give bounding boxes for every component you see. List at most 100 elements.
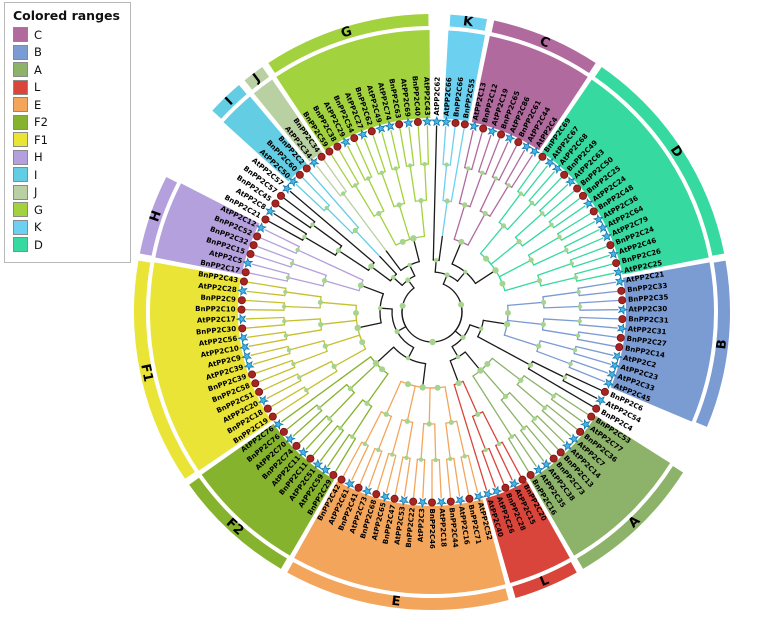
branch-line xyxy=(273,213,307,235)
branch-line xyxy=(573,352,612,365)
support-node-dot xyxy=(353,309,360,316)
branch-line xyxy=(548,197,581,223)
legend-item-D: D xyxy=(13,237,120,252)
blue-star-icon xyxy=(595,395,606,407)
branch-line xyxy=(471,132,483,171)
legend-color-swatch xyxy=(13,114,28,130)
branch-line xyxy=(471,415,487,451)
branch-line xyxy=(420,423,425,461)
red-circle-icon xyxy=(261,215,270,224)
branch-line xyxy=(495,444,513,481)
support-node-dot xyxy=(536,343,542,349)
branch-line xyxy=(527,236,561,256)
blue-star-icon xyxy=(273,418,284,430)
blue-star-icon xyxy=(565,176,576,188)
red-circle-icon xyxy=(518,475,527,484)
branch-line xyxy=(309,171,336,202)
red-circle-icon xyxy=(427,498,436,507)
branch-line xyxy=(578,290,618,297)
support-node-dot xyxy=(302,234,307,240)
branch-line xyxy=(340,356,372,379)
support-node-dot xyxy=(322,343,328,349)
branch-line xyxy=(327,434,350,467)
legend-item-H: H xyxy=(13,149,120,165)
blue-star-icon xyxy=(312,458,324,470)
branch-line xyxy=(514,212,543,238)
red-circle-icon xyxy=(618,315,627,324)
red-circle-icon xyxy=(255,387,264,396)
branch-line xyxy=(562,379,598,399)
blue-star-icon xyxy=(529,146,541,158)
blue-star-icon xyxy=(483,488,494,500)
branch-line xyxy=(412,458,419,498)
branch-line xyxy=(385,454,397,493)
branch-line xyxy=(503,334,540,347)
blue-star-icon xyxy=(236,285,248,297)
support-node-dot xyxy=(504,309,511,316)
branch-line xyxy=(278,205,312,229)
branch-line xyxy=(406,385,416,422)
leaf-label: BnPP2C35 xyxy=(628,293,669,303)
branch-line xyxy=(539,340,576,351)
branch-line xyxy=(268,221,304,241)
red-circle-icon xyxy=(279,427,288,436)
branch-line xyxy=(303,236,337,256)
support-node-dot xyxy=(347,386,353,392)
blue-star-icon xyxy=(375,122,386,134)
branch-line xyxy=(576,272,615,282)
branch-line xyxy=(422,459,426,499)
branch-line xyxy=(379,255,398,275)
ring-arc-K xyxy=(449,14,488,31)
support-node-dot xyxy=(429,338,436,346)
branch-line xyxy=(370,265,392,282)
support-node-dot xyxy=(352,227,358,233)
branch-line xyxy=(520,429,545,462)
support-node-dot xyxy=(577,318,582,324)
branch-line xyxy=(283,305,321,309)
range-wedge-J xyxy=(253,79,323,162)
red-circle-icon xyxy=(460,120,469,129)
branch-line xyxy=(504,279,541,292)
range-wedge-F1 xyxy=(150,262,272,471)
legend-item-L: L xyxy=(13,79,120,95)
red-circle-icon xyxy=(253,232,262,241)
support-node-dot xyxy=(304,387,309,393)
support-node-dot xyxy=(462,202,468,208)
support-node-dot xyxy=(321,277,328,284)
red-circle-icon xyxy=(333,142,342,151)
branch-line xyxy=(367,177,385,212)
support-node-dot xyxy=(335,247,341,254)
branch-line xyxy=(375,346,395,365)
branch-line xyxy=(536,415,565,444)
branch-line xyxy=(511,154,533,188)
branch-line xyxy=(249,272,288,282)
branch-line xyxy=(420,199,426,238)
blue-star-icon xyxy=(613,266,624,278)
support-node-dot xyxy=(460,334,466,340)
support-node-dot xyxy=(529,200,535,206)
support-node-dot xyxy=(295,247,300,253)
branch-line xyxy=(474,452,488,491)
support-node-dot xyxy=(383,411,389,417)
branch-line xyxy=(318,215,348,241)
support-node-dot xyxy=(327,416,332,421)
red-circle-icon xyxy=(354,483,363,492)
branch-line xyxy=(572,254,610,268)
branch-line xyxy=(299,415,328,444)
support-node-dot xyxy=(573,275,579,280)
support-node-dot xyxy=(458,301,465,308)
red-circle-icon xyxy=(249,241,258,250)
support-node-dot xyxy=(569,261,575,266)
legend-color-swatch xyxy=(13,97,28,112)
leaf-label: BnPP2C31 xyxy=(628,315,669,324)
branch-line xyxy=(567,237,604,254)
leaf-label: AtPP2C17 xyxy=(197,315,236,324)
red-circle-icon xyxy=(317,152,326,161)
red-circle-icon xyxy=(606,241,615,250)
blue-star-icon xyxy=(608,248,619,259)
legend-item-label: D xyxy=(34,237,43,252)
blue-star-icon xyxy=(473,491,485,503)
support-node-dot xyxy=(291,361,296,367)
branch-line xyxy=(245,316,285,320)
branch-line xyxy=(482,319,508,325)
